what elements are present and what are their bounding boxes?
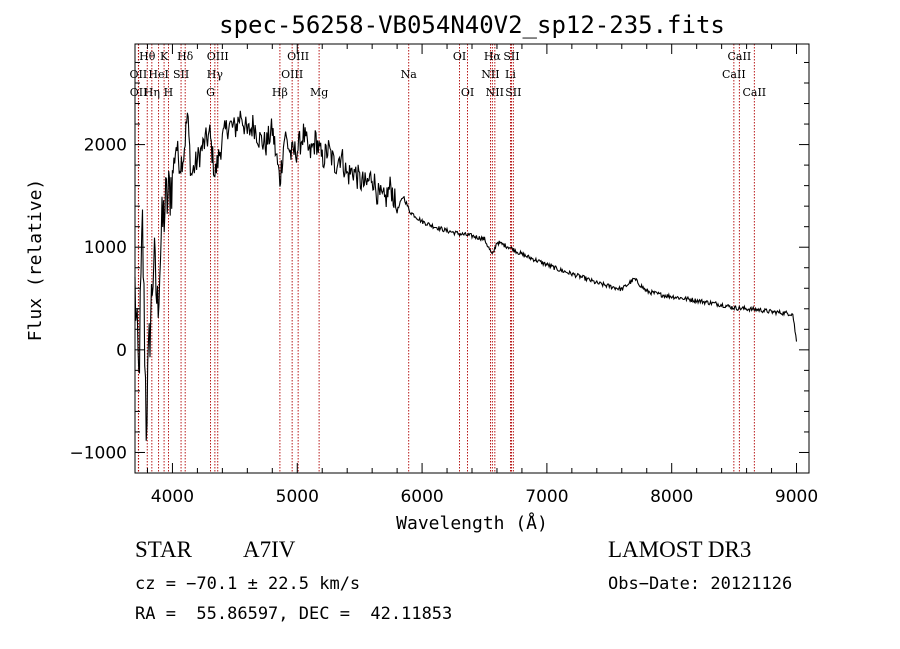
line-label-24: SII	[505, 86, 521, 99]
survey-name: LAMOST DR3	[608, 537, 752, 562]
x-axis-label: Wavelength (Å)	[396, 512, 548, 534]
redshift-readout: cz = −70.1 ± 22.5 km/s	[135, 574, 361, 594]
spectral-subclass: A7IV	[243, 537, 296, 562]
line-label-2: Hδ	[177, 50, 194, 63]
line-label-11: G	[206, 86, 215, 99]
x-tick-label-0: 4000	[151, 487, 194, 507]
line-label-8: H	[164, 86, 174, 99]
line-label-3: OII	[130, 68, 148, 81]
x-tick-label-4: 8000	[650, 487, 693, 507]
y-tick-label-2: 1000	[84, 238, 127, 258]
line-label-15: Mg	[310, 86, 328, 99]
line-label-27: CaII	[742, 86, 766, 99]
line-label-9: OIII	[207, 50, 229, 63]
y-tick-label-3: 2000	[84, 136, 127, 156]
line-label-17: OI	[453, 50, 466, 63]
line-label-16: Na	[401, 68, 418, 81]
line-label-7: Hη	[144, 86, 160, 99]
y-tick-label-0: −1000	[69, 443, 127, 463]
y-axis-label: Flux (relative)	[25, 179, 46, 342]
x-tick-label-2: 6000	[400, 487, 443, 507]
line-label-1: K	[160, 50, 169, 63]
line-label-14: Hβ	[272, 86, 288, 99]
line-label-20: SII	[503, 50, 519, 63]
object-type: STAR	[135, 537, 192, 562]
line-label-12: OIII	[287, 50, 309, 63]
coordinates-readout: RA = 55.86597, DEC = 42.11853	[135, 604, 453, 624]
line-label-10: Hγ	[207, 68, 224, 81]
line-label-13: OIII	[281, 68, 303, 81]
axis-ticks: 4000 5000 6000 7000 8000 9000 −1000 0 1000 2000	[69, 44, 818, 507]
line-label-6: OII	[130, 86, 148, 99]
line-label-26: CaII	[722, 68, 746, 81]
line-label-5: SII	[173, 68, 189, 81]
spectrum-series-line	[134, 110, 798, 441]
line-label-22: Li	[505, 68, 516, 81]
line-label-25: CaII	[728, 50, 752, 63]
y-tick-label-1: 0	[116, 341, 127, 361]
line-label-21: NII	[481, 68, 499, 81]
line-label-23: NII	[486, 86, 504, 99]
chart-title: spec-56258-VB054N40V2_sp12-235.fits	[219, 11, 725, 39]
observation-date: Obs−Date: 20121126	[608, 574, 793, 594]
x-tick-label-5: 9000	[775, 487, 818, 507]
line-label-18: OI	[461, 86, 474, 99]
x-tick-label-1: 5000	[276, 487, 319, 507]
plot-frame	[134, 43, 810, 474]
line-label-0: Hθ	[139, 50, 156, 63]
spectral-line-markers	[137, 44, 755, 473]
line-label-4: HeI	[148, 68, 168, 81]
line-label-19: Hα	[484, 50, 502, 63]
x-tick-label-3: 7000	[525, 487, 568, 507]
